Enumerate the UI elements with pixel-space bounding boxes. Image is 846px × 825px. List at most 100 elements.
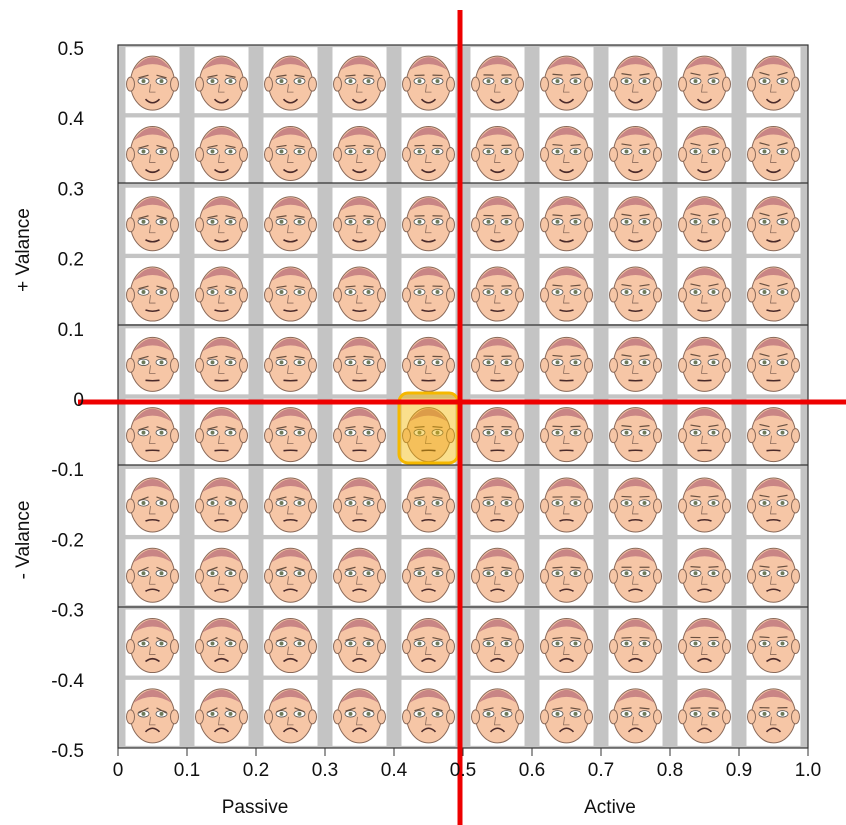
face-hair [271, 549, 310, 563]
face-ear [170, 146, 179, 162]
face-brow [414, 496, 425, 499]
face-nose [770, 576, 777, 585]
face-brow [621, 636, 632, 639]
face [608, 609, 663, 676]
face-hair [271, 338, 310, 352]
face-brow [294, 144, 305, 148]
face-ear [333, 146, 342, 162]
face-ear [333, 568, 342, 584]
face-pupil [159, 360, 164, 365]
face-nose [149, 435, 156, 445]
face-nose [770, 295, 777, 304]
face-hair [409, 619, 448, 633]
face-hair [547, 338, 586, 352]
face-ear [791, 639, 800, 655]
face-pupil [417, 360, 422, 365]
face [608, 258, 663, 325]
face-hair [271, 197, 310, 211]
face-ear [126, 357, 135, 373]
face-brow [156, 637, 167, 643]
face-brow [414, 566, 425, 570]
face-pupil [711, 430, 716, 435]
face-ear [678, 498, 687, 514]
face-brow [570, 354, 581, 357]
face-head [337, 688, 382, 744]
face-hair [616, 689, 655, 703]
face-pupil [141, 79, 146, 84]
face-pupil [780, 290, 785, 295]
face-pupil [624, 360, 629, 365]
face-mouth [145, 168, 160, 174]
face-ear [471, 287, 480, 303]
face-brow [294, 636, 305, 642]
face-ear [791, 76, 800, 92]
face-pupil [504, 290, 509, 295]
face-brow [621, 707, 632, 710]
face-pupil [297, 290, 302, 295]
face-pupil [624, 149, 629, 154]
face-ear [239, 76, 248, 92]
face-nose [425, 84, 432, 93]
face-brow [690, 72, 701, 76]
x-tick-label: 0.8 [657, 760, 683, 781]
face-brow [276, 566, 287, 571]
face-mouth [766, 518, 781, 522]
face-pupil [297, 430, 302, 435]
face-hair [409, 549, 448, 563]
face [263, 47, 318, 114]
face-ear [609, 287, 618, 303]
face-mouth [283, 168, 298, 174]
face-hair [685, 549, 724, 563]
face-pupil [366, 79, 371, 84]
face-brow [759, 565, 770, 568]
face-brow [432, 566, 443, 570]
face-nose [563, 365, 570, 374]
face-brow [138, 707, 149, 714]
face-brow [708, 566, 719, 568]
face-pupil [693, 571, 698, 576]
face-nose [563, 84, 570, 93]
face-pupil [693, 219, 698, 224]
face-brow [501, 566, 512, 570]
face-brow [759, 423, 770, 428]
face-head [613, 196, 658, 252]
face-pupil [348, 360, 353, 365]
face-ear [653, 709, 662, 725]
face-mouth [489, 727, 506, 733]
face-mouth [421, 588, 436, 592]
face-ear [308, 146, 317, 162]
face-hair [409, 338, 448, 352]
face-mouth [421, 657, 436, 663]
face-pupil [366, 430, 371, 435]
face-brow [156, 285, 167, 290]
face [539, 328, 594, 395]
face-brow [225, 215, 236, 219]
face-brow [639, 354, 650, 357]
face-pupil [417, 711, 422, 716]
face-head [199, 477, 244, 533]
face-pupil [642, 290, 647, 295]
face [194, 468, 249, 535]
face-ear [515, 217, 524, 233]
face-ear [722, 428, 731, 444]
face-hair [133, 57, 172, 71]
face-brow [294, 566, 305, 571]
face-brow [207, 636, 218, 643]
face [746, 539, 801, 606]
face-ear [678, 217, 687, 233]
face-grid [117, 44, 809, 749]
face [263, 468, 318, 535]
face-pupil [159, 79, 164, 84]
face-brow [345, 355, 356, 358]
face-pupil [762, 571, 767, 576]
face-ear [609, 217, 618, 233]
face-pupil [624, 290, 629, 295]
face-pupil [693, 79, 698, 84]
face-mouth [351, 727, 368, 733]
face-pupil [348, 290, 353, 295]
face-hair [133, 338, 172, 352]
face-mouth [766, 168, 781, 174]
face-hair [685, 197, 724, 211]
face-ear [791, 498, 800, 514]
face-pupil [780, 641, 785, 646]
